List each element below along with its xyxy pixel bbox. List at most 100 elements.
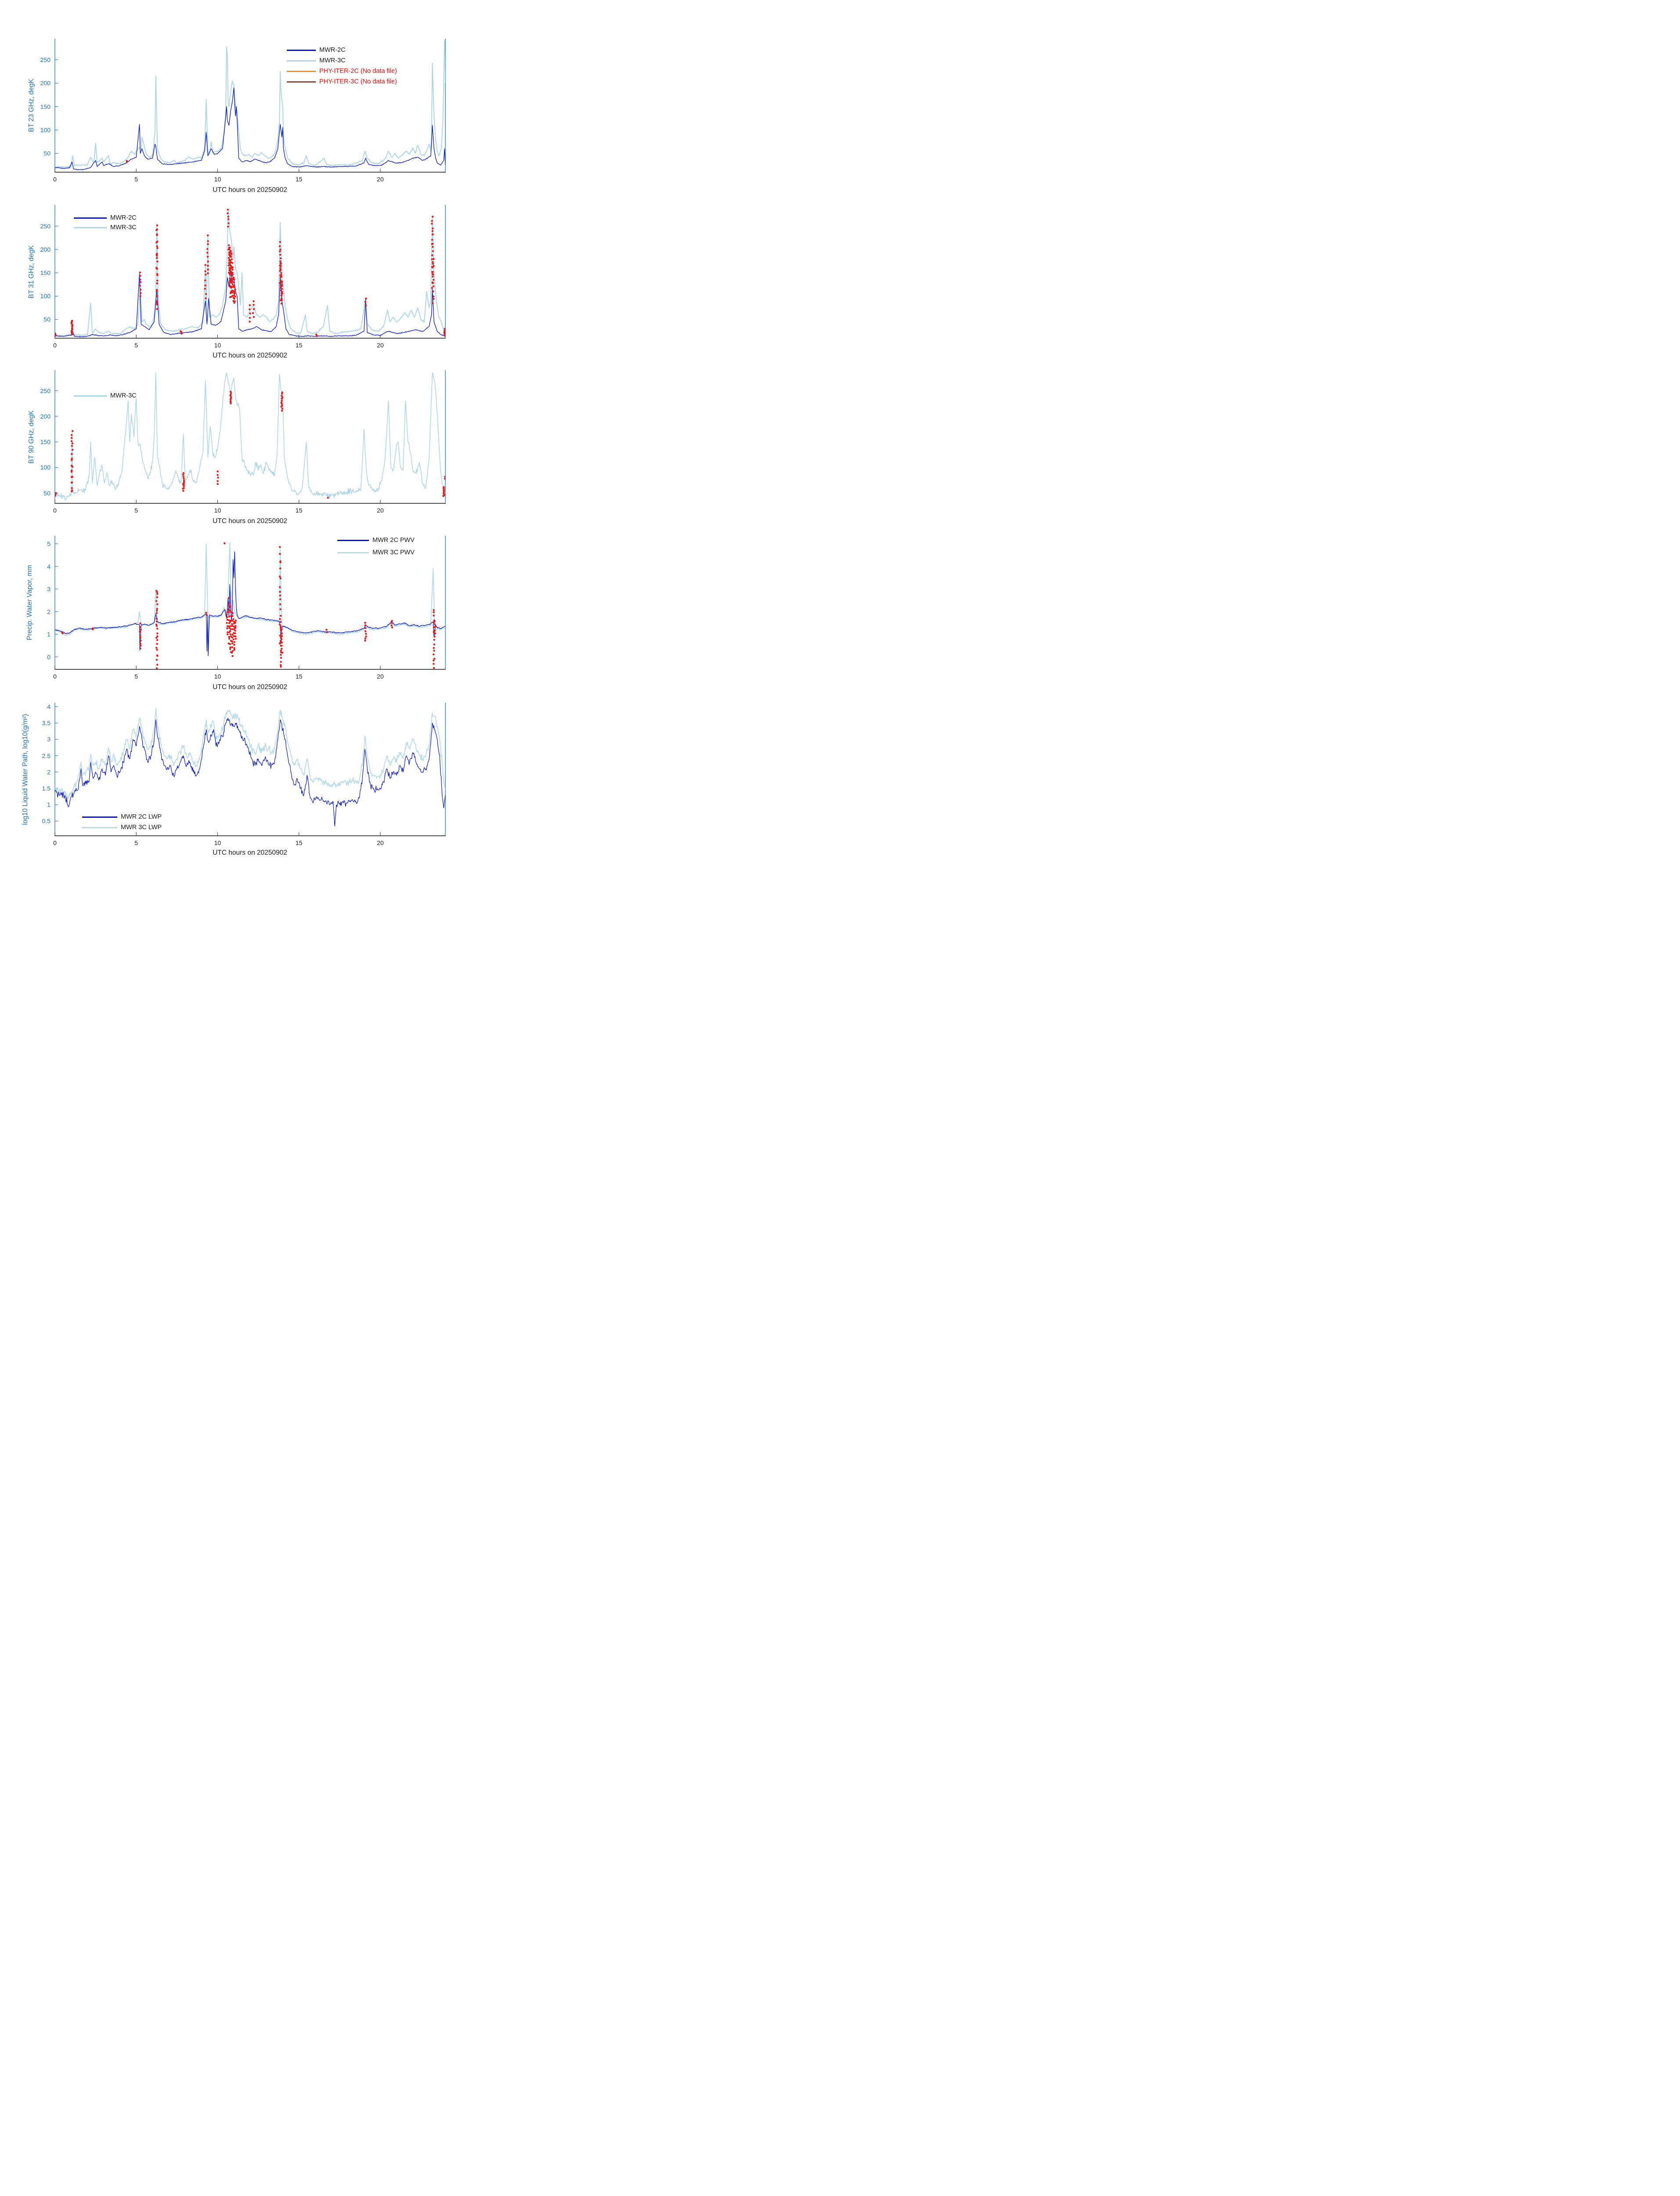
qc-flag-point — [229, 390, 232, 393]
qc-flag-point — [55, 492, 57, 494]
qc-flag-point — [431, 238, 434, 241]
series-line-mwr-2c — [55, 270, 445, 337]
x-tick-label: 10 — [214, 673, 221, 680]
qc-flag-point — [140, 639, 142, 642]
qc-flag-point — [280, 298, 282, 300]
qc-flag-point — [281, 293, 283, 295]
qc-flag-point — [206, 252, 209, 254]
legend-line-swatch — [82, 816, 117, 818]
qc-flag-point — [364, 627, 367, 629]
qc-flag-point — [229, 400, 232, 402]
qc-flag-point — [431, 287, 433, 289]
qc-flag-point — [432, 274, 434, 276]
qc-flag-point — [155, 637, 158, 639]
qc-flag-point — [231, 633, 234, 636]
qc-flag-point — [231, 623, 233, 625]
qc-flag-point — [281, 641, 283, 644]
qc-flag-point — [280, 263, 282, 265]
y-tick-label: 3 — [47, 736, 51, 743]
x-tick-label: 10 — [214, 176, 221, 183]
qc-flag-point — [71, 430, 74, 432]
qc-flag-point — [432, 290, 434, 293]
qc-flag-point — [231, 286, 233, 288]
legend-label: MWR-2C — [110, 214, 137, 221]
qc-flag-point — [231, 295, 234, 297]
qc-flag-point — [228, 627, 231, 629]
qc-flag-point — [156, 233, 158, 235]
qc-flag-point — [229, 633, 231, 636]
qc-flag-point — [139, 622, 141, 625]
qc-flag-point — [233, 628, 235, 631]
qc-flag-point — [231, 266, 234, 268]
qc-flag-point — [156, 603, 159, 605]
legend-item-mwr-2c-lwp: MWR 2C LWP — [82, 813, 162, 820]
y-tick-label: 3 — [47, 585, 51, 593]
qc-flag-point — [280, 650, 282, 652]
qc-flag-point — [234, 295, 236, 298]
qc-flag-point — [156, 303, 158, 306]
qc-flag-point — [279, 586, 281, 589]
qc-flag-point — [281, 285, 283, 287]
qc-flag-point — [279, 560, 282, 563]
qc-flag-point — [71, 442, 74, 444]
qc-flag-point — [91, 627, 94, 630]
qc-flag-point — [431, 266, 434, 268]
legend-item-phy-iter-2c-no-data-file: PHY-ITER-2C (No data file) — [287, 68, 397, 75]
qc-flag-point — [229, 609, 231, 612]
qc-flag-point — [71, 444, 73, 447]
qc-flag-point — [280, 645, 283, 647]
qc-flag-point — [228, 283, 231, 285]
qc-flag-point — [71, 448, 74, 451]
qc-flag-point — [155, 659, 158, 661]
qc-flag-point — [433, 639, 435, 641]
qc-flag-point — [229, 630, 231, 632]
x-tick-label: 0 — [53, 839, 57, 846]
qc-flag-point — [433, 647, 435, 649]
qc-flag-point — [156, 635, 159, 637]
qc-flag-point — [70, 465, 73, 467]
panel-bt90 — [54, 370, 446, 504]
x-tick-label: 20 — [377, 839, 384, 846]
qc-flag-point — [230, 250, 232, 252]
qc-flag-point — [231, 636, 233, 639]
qc-flag-point — [71, 487, 73, 489]
qc-flag-point — [431, 220, 433, 222]
qc-flag-point — [432, 285, 434, 287]
y-tick-label: 1 — [47, 801, 51, 809]
qc-flag-point — [231, 292, 233, 294]
legend-label: MWR 2C PWV — [372, 537, 415, 544]
y-tick-label: 1.5 — [42, 785, 51, 792]
y-axis-label-pwv: Precip. Water Vapor, mm — [26, 565, 33, 640]
qc-flag-point — [205, 293, 207, 295]
qc-flag-point — [233, 626, 235, 628]
qc-flag-point — [231, 640, 233, 643]
qc-flag-point — [279, 603, 282, 606]
qc-flag-point — [55, 332, 57, 335]
x-tick-label: 15 — [295, 839, 303, 846]
qc-flag-point — [279, 269, 282, 271]
qc-flag-point — [281, 391, 283, 394]
qc-flag-point — [249, 304, 251, 306]
y-tick-label: 4 — [47, 563, 51, 570]
qc-flag-point — [434, 636, 436, 638]
qc-flag-point — [156, 596, 158, 598]
qc-flag-point — [156, 639, 159, 641]
qc-flag-point — [139, 285, 141, 287]
qc-flag-point — [227, 218, 230, 220]
y-tick-label: 2.5 — [42, 752, 51, 759]
qc-flag-point — [228, 611, 230, 614]
qc-flag-point — [228, 596, 230, 599]
series-line-mwr-3c — [55, 40, 445, 168]
qc-flag-point — [156, 308, 158, 310]
qc-flag-point — [280, 665, 282, 668]
qc-flag-point — [432, 265, 435, 267]
qc-flag-points — [55, 390, 445, 499]
qc-flag-point — [227, 212, 229, 214]
qc-flag-point — [71, 320, 73, 322]
qc-flag-point — [279, 553, 281, 555]
qc-flag-point — [433, 258, 435, 260]
qc-flag-point — [228, 264, 230, 267]
y-tick-label: 50 — [43, 489, 51, 497]
qc-flag-point — [156, 649, 158, 651]
qc-flag-point — [155, 610, 158, 612]
